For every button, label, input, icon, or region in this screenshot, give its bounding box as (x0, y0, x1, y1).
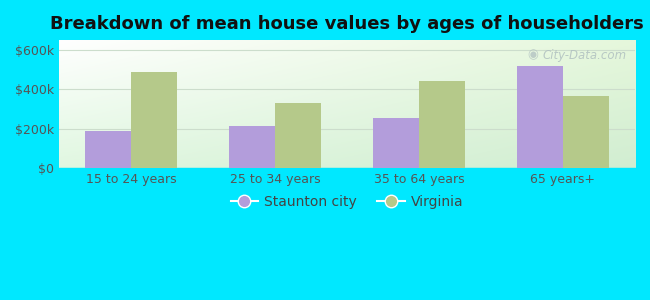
Bar (419, 81, 465, 168)
Legend: Staunton city, Virginia: Staunton city, Virginia (225, 190, 469, 215)
Text: City-Data.com: City-Data.com (542, 49, 627, 62)
Bar (229, 126, 275, 168)
Bar (131, 72, 177, 168)
Bar (85, 130, 131, 168)
Title: Breakdown of mean house values by ages of householders: Breakdown of mean house values by ages o… (50, 15, 644, 33)
Bar (563, 96, 609, 168)
Text: ◉: ◉ (527, 48, 538, 62)
Bar (517, 66, 563, 168)
Bar (373, 118, 419, 168)
Bar (275, 103, 321, 168)
